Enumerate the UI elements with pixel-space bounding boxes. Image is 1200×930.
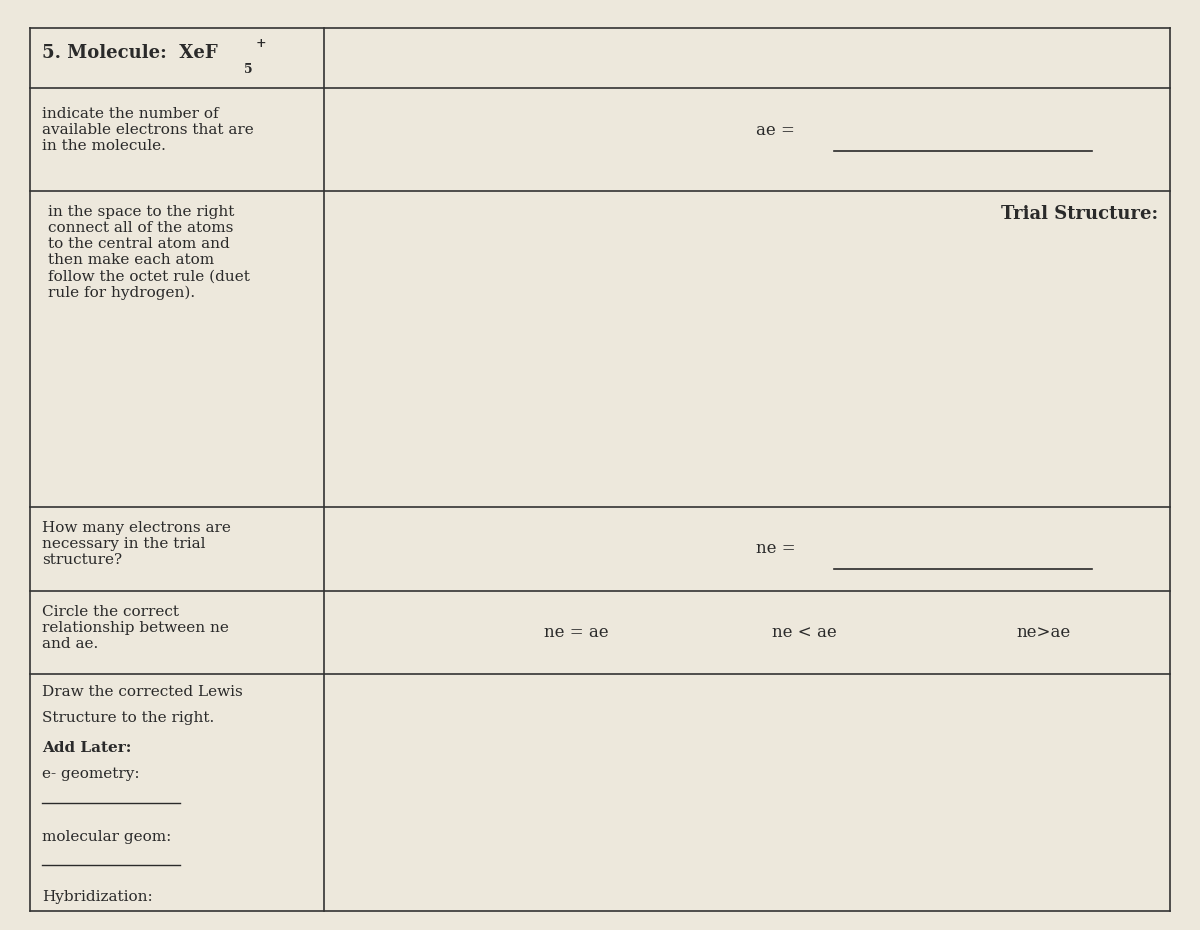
Text: ne < ae: ne < ae	[772, 624, 836, 641]
Text: Add Later:: Add Later:	[42, 741, 131, 755]
Text: How many electrons are
necessary in the trial
structure?: How many electrons are necessary in the …	[42, 521, 230, 567]
Text: 5: 5	[244, 63, 252, 75]
Text: 5. Molecule:  XeF: 5. Molecule: XeF	[42, 45, 217, 62]
Text: Circle the correct
relationship between ne
and ae.: Circle the correct relationship between …	[42, 604, 229, 651]
Text: ne =: ne =	[756, 540, 800, 557]
Text: in the space to the right
connect all of the atoms
to the central atom and
then : in the space to the right connect all of…	[48, 205, 250, 300]
Text: Draw the corrected Lewis: Draw the corrected Lewis	[42, 685, 242, 699]
Text: Trial Structure:: Trial Structure:	[1001, 205, 1158, 222]
Text: molecular geom:: molecular geom:	[42, 830, 172, 844]
Text: ne = ae: ne = ae	[544, 624, 608, 641]
Text: Hybridization:: Hybridization:	[42, 890, 152, 904]
Text: Structure to the right.: Structure to the right.	[42, 711, 215, 725]
Text: ne>ae: ne>ae	[1016, 624, 1072, 641]
Text: e- geometry:: e- geometry:	[42, 767, 139, 781]
Text: ae =: ae =	[756, 122, 800, 139]
Text: indicate the number of
available electrons that are
in the molecule.: indicate the number of available electro…	[42, 107, 253, 153]
Text: +: +	[256, 37, 266, 49]
